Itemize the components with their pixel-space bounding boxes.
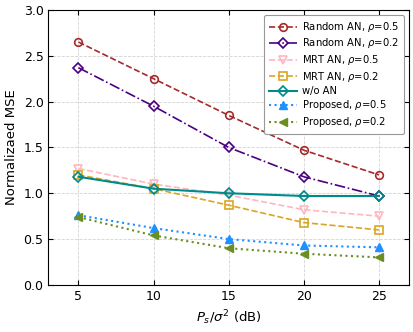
Random AN, $\it{\rho}$=0.5 bbox=[301, 148, 306, 152]
Line: w/o AN: w/o AN bbox=[74, 173, 382, 200]
Random AN, $\it{\rho}$=0.2 bbox=[225, 145, 230, 149]
Proposed, $\it{\rho}$=0.5 bbox=[375, 245, 380, 249]
Line: Random AN, $\it{\rho}$=0.5: Random AN, $\it{\rho}$=0.5 bbox=[74, 38, 382, 179]
Legend: Random AN, $\it{\rho}$=0.5, Random AN, $\it{\rho}$=0.2, MRT AN, $\it{\rho}$=0.5,: Random AN, $\it{\rho}$=0.5, Random AN, $… bbox=[263, 15, 403, 134]
Line: Proposed, $\it{\rho}$=0.5: Proposed, $\it{\rho}$=0.5 bbox=[74, 211, 382, 251]
Proposed, $\it{\rho}$=0.2 bbox=[375, 255, 380, 259]
Random AN, $\it{\rho}$=0.5 bbox=[151, 77, 156, 81]
MRT AN, $\it{\rho}$=0.5 bbox=[301, 208, 306, 212]
Proposed, $\it{\rho}$=0.5 bbox=[225, 237, 230, 241]
w/o AN bbox=[76, 175, 81, 179]
MRT AN, $\it{\rho}$=0.5 bbox=[151, 182, 156, 186]
Proposed, $\it{\rho}$=0.5 bbox=[76, 213, 81, 217]
Random AN, $\it{\rho}$=0.2 bbox=[151, 104, 156, 108]
w/o AN bbox=[225, 191, 230, 195]
Random AN, $\it{\rho}$=0.5 bbox=[225, 114, 230, 118]
Line: MRT AN, $\it{\rho}$=0.5: MRT AN, $\it{\rho}$=0.5 bbox=[74, 164, 382, 220]
Proposed, $\it{\rho}$=0.2 bbox=[225, 246, 230, 250]
Proposed, $\it{\rho}$=0.5 bbox=[151, 226, 156, 230]
X-axis label: $P_s/\sigma^2$ (dB): $P_s/\sigma^2$ (dB) bbox=[195, 308, 261, 327]
MRT AN, $\it{\rho}$=0.2 bbox=[225, 203, 230, 207]
Line: Proposed, $\it{\rho}$=0.2: Proposed, $\it{\rho}$=0.2 bbox=[74, 213, 382, 262]
Proposed, $\it{\rho}$=0.5 bbox=[301, 243, 306, 247]
w/o AN bbox=[375, 194, 380, 198]
MRT AN, $\it{\rho}$=0.2 bbox=[375, 228, 380, 232]
Random AN, $\it{\rho}$=0.2 bbox=[301, 175, 306, 179]
Line: Random AN, $\it{\rho}$=0.2: Random AN, $\it{\rho}$=0.2 bbox=[74, 64, 382, 200]
MRT AN, $\it{\rho}$=0.2 bbox=[76, 173, 81, 177]
Random AN, $\it{\rho}$=0.5 bbox=[76, 40, 81, 44]
Y-axis label: Normalizaed MSE: Normalizaed MSE bbox=[5, 90, 18, 205]
MRT AN, $\it{\rho}$=0.2 bbox=[151, 187, 156, 191]
MRT AN, $\it{\rho}$=0.5 bbox=[225, 193, 230, 197]
Proposed, $\it{\rho}$=0.2 bbox=[151, 233, 156, 237]
MRT AN, $\it{\rho}$=0.5 bbox=[76, 167, 81, 171]
MRT AN, $\it{\rho}$=0.2 bbox=[301, 220, 306, 224]
MRT AN, $\it{\rho}$=0.5 bbox=[375, 214, 380, 218]
Random AN, $\it{\rho}$=0.2 bbox=[76, 66, 81, 70]
Random AN, $\it{\rho}$=0.5 bbox=[375, 173, 380, 177]
w/o AN bbox=[151, 187, 156, 191]
w/o AN bbox=[301, 194, 306, 198]
Line: MRT AN, $\it{\rho}$=0.2: MRT AN, $\it{\rho}$=0.2 bbox=[74, 171, 382, 234]
Proposed, $\it{\rho}$=0.2 bbox=[301, 252, 306, 256]
Random AN, $\it{\rho}$=0.2 bbox=[375, 194, 380, 198]
Proposed, $\it{\rho}$=0.2 bbox=[76, 215, 81, 219]
